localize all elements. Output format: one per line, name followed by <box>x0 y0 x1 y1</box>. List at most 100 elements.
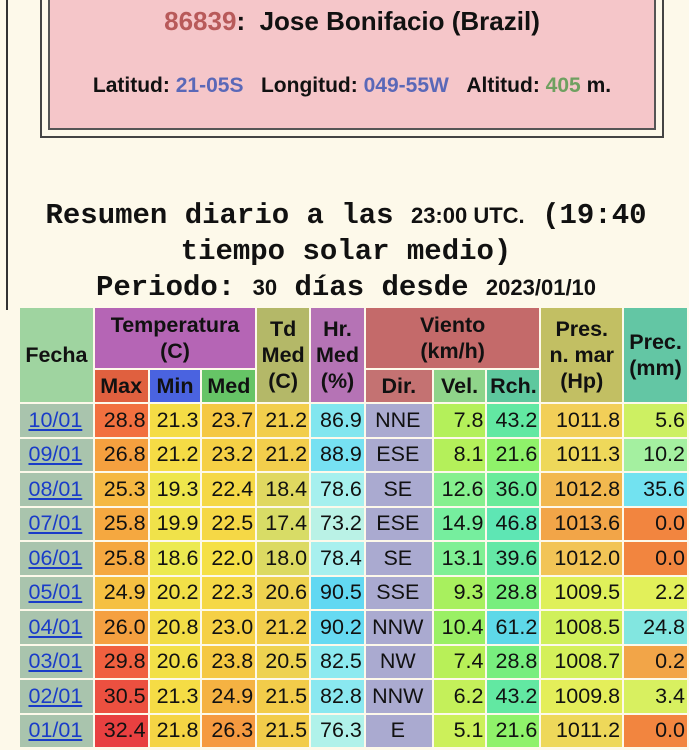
data-row: 06/01 25.8 18.6 22.0 18.0 78.4 SE 13.1 39.6 1012.… <box>20 542 687 575</box>
value-cell: 7.4 <box>433 645 486 678</box>
value-cell: 1011.2 <box>541 714 623 747</box>
station-panel: 86839: Jose Bonifacio (Brazil) Latitud: … <box>48 0 656 130</box>
station-id: 86839 <box>164 6 237 36</box>
value-cell: 26.0 <box>94 611 148 644</box>
header-text: (%) <box>320 369 355 393</box>
value-cell: ESE <box>365 438 432 471</box>
value-cell: 20.6 <box>149 645 201 678</box>
value-cell: 23.7 <box>202 404 256 437</box>
value-cell: 21.5 <box>257 714 310 747</box>
value-cell: SE <box>365 473 432 506</box>
data-row: 10/01 28.8 21.3 23.7 21.2 86.9 NNE 7.8 43.2 1011.… <box>20 404 687 437</box>
value-cell: 23.2 <box>202 438 256 471</box>
date-link[interactable]: 10/01 <box>28 407 83 432</box>
value-cell: 0.0 <box>624 542 687 575</box>
summary-time: 23:00 UTC. <box>410 203 525 228</box>
value-cell: 61.2 <box>487 611 540 644</box>
data-table: Fecha Temperatura (C) Td Med (C) Hr. Med (%) Vien… <box>18 306 689 749</box>
data-row: 07/01 25.8 19.9 22.5 17.4 73.2 ESE 14.9 46.8 1013… <box>20 507 687 540</box>
value-cell: ESE <box>365 507 432 540</box>
summary: Resumen diario a las 23:00 UTC. (19:40 t… <box>10 198 682 306</box>
value-cell: 90.5 <box>311 576 364 609</box>
date-link[interactable]: 06/01 <box>28 545 83 570</box>
header-text: (Hp) <box>560 369 604 393</box>
summary-solar: (19:40 tiempo solar medio) <box>180 199 647 268</box>
label: Latitud: <box>92 74 170 97</box>
station-name: Jose Bonifacio (Brazil) <box>259 6 540 36</box>
header-cell: Prec. (mm) <box>624 308 687 402</box>
date-link[interactable]: 09/01 <box>28 442 83 467</box>
date-link[interactable]: 05/01 <box>28 580 83 605</box>
value-cell: 90.2 <box>311 611 364 644</box>
value-cell: 8.1 <box>433 438 486 471</box>
subheader-cell: Dir. <box>365 370 432 402</box>
header-text: (mm) <box>629 356 682 380</box>
value-cell: 28.8 <box>487 576 540 609</box>
value-cell: 24.8 <box>624 611 687 644</box>
value-cell: SSE <box>365 576 432 609</box>
value-cell: 26.8 <box>94 438 148 471</box>
value-cell: 23.0 <box>202 611 256 644</box>
date-cell: 01/01 <box>20 714 93 747</box>
value-cell: 22.4 <box>202 473 256 506</box>
value-cell: 1012.8 <box>541 473 623 506</box>
header-text: (C) <box>268 369 299 393</box>
value-cell: 22.0 <box>202 542 256 575</box>
summary-text: Resumen diario a las <box>45 199 394 232</box>
value-cell: 19.3 <box>149 473 201 506</box>
value-cell: 25.8 <box>94 542 148 575</box>
period-label: Periodo: <box>95 271 236 304</box>
value-cell: 5.6 <box>624 404 687 437</box>
value-cell: 18.4 <box>257 473 310 506</box>
value-cell: 82.5 <box>311 645 364 678</box>
value-cell: 21.2 <box>257 438 310 471</box>
date-cell: 02/01 <box>20 680 93 713</box>
date-cell: 08/01 <box>20 473 93 506</box>
value-cell: 6.2 <box>433 680 486 713</box>
value-cell: 1012.0 <box>541 542 623 575</box>
value-cell: 18.6 <box>149 542 201 575</box>
altitude: 405 <box>545 74 581 97</box>
header-text: Temperatura <box>110 313 240 337</box>
value-cell: 35.6 <box>624 473 687 506</box>
value-cell: 17.4 <box>257 507 310 540</box>
date-link[interactable]: 04/01 <box>28 614 83 639</box>
header-row: Fecha Temperatura (C) Td Med (C) Hr. Med (%) Vien… <box>20 308 687 402</box>
date-link[interactable]: 03/01 <box>28 649 83 674</box>
date-cell: 09/01 <box>20 438 93 471</box>
value-cell: 28.8 <box>94 404 148 437</box>
value-cell: 9.3 <box>433 576 486 609</box>
value-cell: SE <box>365 542 432 575</box>
date-cell: 07/01 <box>20 507 93 540</box>
value-cell: 1008.7 <box>541 645 623 678</box>
value-cell: 21.2 <box>257 611 310 644</box>
value-cell: 12.6 <box>433 473 486 506</box>
value-cell: 1009.5 <box>541 576 623 609</box>
header-text: Prec. <box>629 330 682 354</box>
header-text: n. mar <box>549 343 614 367</box>
value-cell: 78.4 <box>311 542 364 575</box>
date-link[interactable]: 02/01 <box>28 683 83 708</box>
value-cell: 36.0 <box>487 473 540 506</box>
date-cell: 04/01 <box>20 611 93 644</box>
subheader-cell: Min <box>149 370 201 402</box>
value-cell: 21.8 <box>149 714 201 747</box>
value-cell: 13.1 <box>433 542 486 575</box>
label: Altitud: <box>466 74 540 97</box>
frame-line <box>6 0 8 310</box>
value-cell: 76.3 <box>311 714 364 747</box>
value-cell: 39.6 <box>487 542 540 575</box>
value-cell: 43.2 <box>487 404 540 437</box>
value-cell: 30.5 <box>94 680 148 713</box>
data-row: 08/01 25.3 19.3 22.4 18.4 78.6 SE 12.6 36.0 1012.… <box>20 473 687 506</box>
date-link[interactable]: 01/01 <box>28 718 83 743</box>
header-text: Med <box>316 343 359 367</box>
date-link[interactable]: 08/01 <box>28 476 83 501</box>
value-cell: 10.4 <box>433 611 486 644</box>
coords-line: Latitud: 21-05S Longitud: 049-55W Altitu… <box>42 74 662 98</box>
value-cell: NNE <box>365 404 432 437</box>
header-cell: Pres. n. mar (Hp) <box>541 308 623 402</box>
header-text: Pres. <box>555 317 609 341</box>
date-link[interactable]: 07/01 <box>28 511 83 536</box>
